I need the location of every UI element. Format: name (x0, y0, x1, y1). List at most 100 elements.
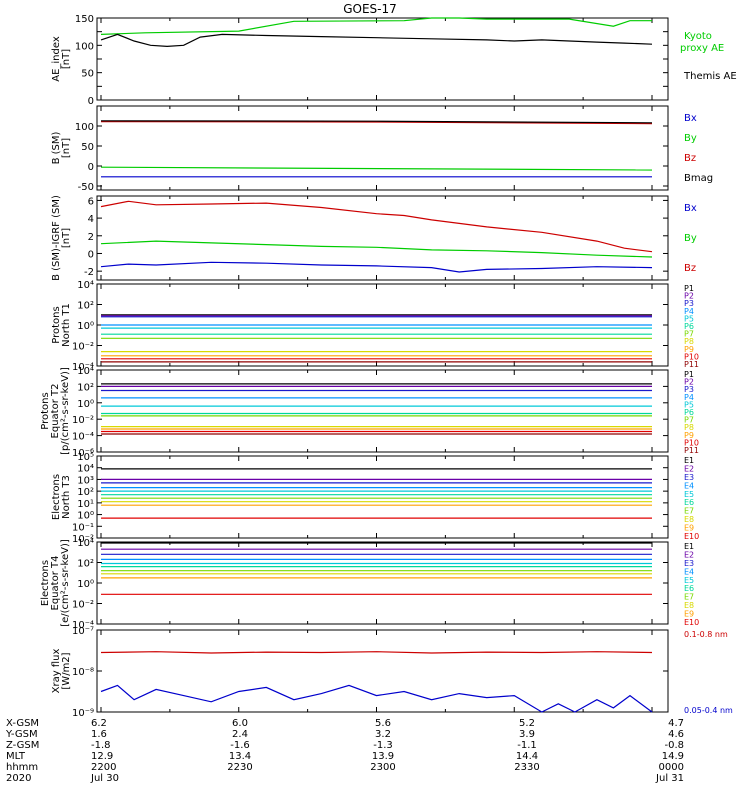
y-tick-label: 10² (77, 301, 94, 312)
footer-cell: -1.6 (230, 740, 250, 751)
legend-e2: E2 (684, 464, 694, 473)
series-line-0-1-0-8-nm (100, 651, 653, 654)
footer-row-label: MLT (6, 751, 26, 762)
legend-0-05-0-4-nm: 0.05-0.4 nm (684, 706, 733, 715)
y-axis-label: [nT] (61, 138, 72, 158)
footer-cell: 14.9 (662, 751, 684, 762)
legend-p6: P6 (684, 322, 694, 331)
legend-p4: P4 (684, 393, 694, 402)
panel-frame (96, 455, 669, 539)
y-tick-label: 50 (81, 142, 94, 153)
y-tick-label: 10² (77, 559, 94, 570)
panel-bigrf: -2 0 2 4 6 B (SM)-IGRF (SM) [nT] Bx By Bz (51, 195, 697, 281)
footer-cell: 0000 (659, 762, 684, 773)
y-tick-label: 100 (75, 41, 94, 52)
legend-p8: P8 (684, 423, 694, 432)
footer-cell: 2.4 (232, 729, 248, 740)
legend-e8: E8 (684, 601, 694, 610)
y-tick-label: 10⁻² (72, 600, 94, 611)
footer-cell: 4.7 (668, 718, 684, 729)
footer-cell: -1.3 (373, 740, 393, 751)
footer-row-label: Z-GSM (6, 740, 39, 751)
y-axis-label: [nT] (61, 228, 72, 248)
y-axis-label: AE_index (51, 36, 62, 82)
y-axis-label: Electrons (40, 560, 51, 606)
y-tick-label: 150 (75, 14, 94, 25)
legend-themis-ae: Themis AE (683, 71, 737, 82)
legend-proxy-ae: proxy AE (680, 43, 724, 54)
footer-cell: 12.9 (91, 751, 113, 762)
footer-row-label: Y-GSM (5, 729, 38, 740)
y-tick-label: 10⁻⁴ (72, 620, 94, 631)
footer-cell: Jul 31 (655, 773, 684, 784)
y-tick-label: 10⁻⁴ (72, 362, 94, 373)
legend-e6: E6 (684, 584, 694, 593)
legend-e3: E3 (684, 473, 694, 482)
legend-bx: Bx (684, 203, 697, 214)
y-tick-label: 2 (88, 232, 94, 243)
footer-cell: Jul 30 (90, 773, 119, 784)
y-axis-label: North T3 (61, 475, 72, 519)
legend-p5: P5 (684, 400, 694, 409)
legend-p7: P7 (684, 330, 694, 339)
legend-bmag: Bmag (684, 173, 713, 184)
series-line-themis-ae (100, 33, 653, 48)
footer-cell: 2300 (370, 762, 395, 773)
y-tick-label: 10² (77, 382, 94, 393)
legend-e9: E9 (684, 610, 694, 619)
footer-cell: 13.4 (229, 751, 251, 762)
series-line-bz (100, 120, 653, 125)
legend-e2: E2 (684, 550, 694, 559)
footer-cell: 1.6 (91, 729, 107, 740)
y-tick-label: 10⁰ (77, 321, 94, 332)
footer-cell: 5.2 (519, 718, 535, 729)
y-tick-label: 100 (75, 122, 94, 133)
legend-by: By (684, 133, 697, 144)
panel-pe2: 10⁻⁶ 10⁻⁴ 10⁻² 10⁰ 10² 10⁴ Protons Equator T2 [p… (40, 366, 699, 459)
y-tick-label: 10⁴ (77, 464, 94, 475)
footer-row-label: hhmm (6, 762, 38, 773)
legend-p11: P11 (684, 446, 699, 455)
footer-row-label: 2020 (6, 773, 31, 784)
y-tick-label: 10³ (77, 475, 94, 486)
legend-e7: E7 (684, 593, 694, 602)
legend-e6: E6 (684, 498, 694, 507)
y-tick-label: 10⁻⁹ (72, 708, 94, 719)
y-tick-label: 10⁴ (77, 366, 94, 377)
legend-e1: E1 (684, 542, 694, 551)
y-tick-label: 10⁻² (72, 342, 94, 353)
y-tick-label: 10⁻⁴ (72, 432, 94, 443)
y-tick-label: -2 (84, 267, 94, 278)
footer-cell: 5.6 (375, 718, 391, 729)
y-tick-label: 0 (88, 249, 94, 260)
y-axis-label: [W/m2] (61, 652, 72, 689)
legend-p10: P10 (684, 438, 699, 447)
footer-cell: 2200 (91, 762, 116, 773)
series-line-0-05-0-4-nm (100, 684, 653, 713)
legend-e5: E5 (684, 576, 694, 585)
panel-xray: 10⁻⁹ 10⁻⁸ 10⁻⁷ Xray flux [W/m2] 0.1-0.8 nm 0.0… (51, 626, 733, 719)
footer-cell: 3.9 (519, 729, 535, 740)
panel-frame (96, 195, 669, 281)
y-tick-label: 10⁻¹ (72, 522, 94, 533)
y-axis-label: Electrons (51, 474, 62, 520)
y-axis-label: Equator T2 (50, 384, 61, 439)
panel-pn1: 10⁻⁴ 10⁻² 10⁰ 10² 10⁴ Protons North T1 P1P2P3P4… (51, 280, 699, 373)
legend-p1: P1 (684, 370, 694, 379)
y-axis-label: Protons (51, 306, 62, 343)
legend-p10: P10 (684, 352, 699, 361)
panel-bsm: -50 0 50 100 B (SM) [nT] Bx By Bz Bmag (51, 105, 713, 193)
legend-e10: E10 (684, 532, 699, 541)
legend-p6: P6 (684, 408, 694, 417)
legend-e9: E9 (684, 524, 694, 533)
footer-cell: -1.8 (91, 740, 111, 751)
legend-e10: E10 (684, 618, 699, 627)
y-tick-label: -50 (78, 182, 94, 193)
y-tick-label: 10⁵ (77, 452, 94, 463)
legend-bz: Bz (684, 153, 696, 164)
y-axis-label: B (SM) (51, 131, 62, 164)
legend-p9: P9 (684, 431, 694, 440)
